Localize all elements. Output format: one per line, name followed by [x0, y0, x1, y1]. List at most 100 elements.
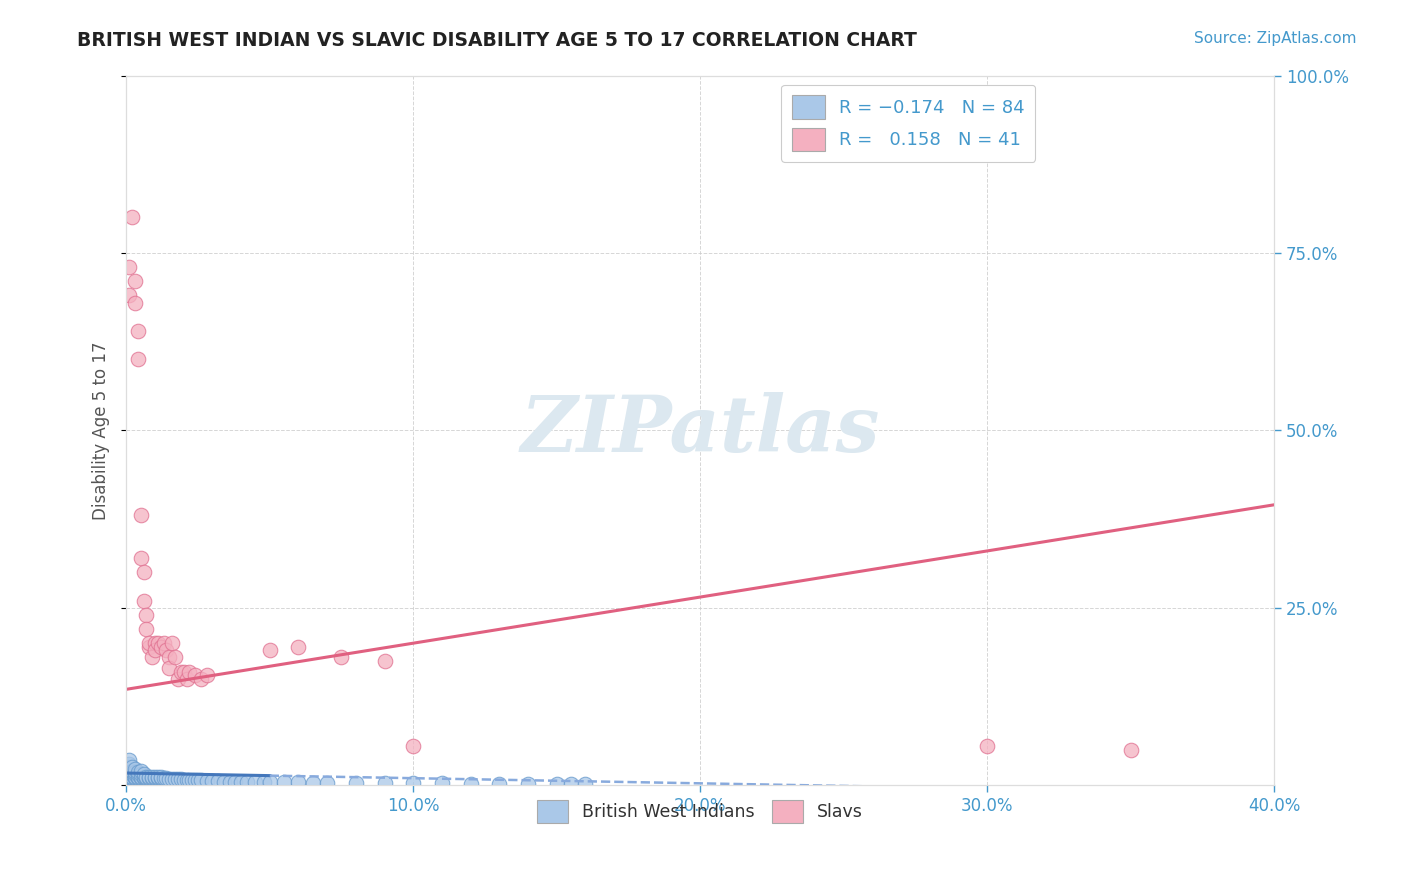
- Text: ZIPatlas: ZIPatlas: [520, 392, 880, 468]
- Point: [132, 770, 155, 784]
- Point: [402, 739, 425, 753]
- Point: [124, 274, 146, 288]
- Point: [124, 767, 146, 781]
- Point: [127, 765, 149, 780]
- Point: [149, 770, 172, 784]
- Point: [132, 593, 155, 607]
- Point: [127, 767, 149, 781]
- Point: [138, 770, 160, 784]
- Point: [149, 640, 172, 654]
- Point: [330, 650, 353, 665]
- Point: [160, 772, 183, 787]
- Point: [402, 776, 425, 790]
- Point: [118, 772, 141, 787]
- Point: [129, 767, 152, 781]
- Point: [157, 772, 180, 787]
- Point: [287, 640, 309, 654]
- Point: [184, 773, 207, 788]
- Point: [121, 764, 143, 778]
- Point: [124, 295, 146, 310]
- Point: [132, 771, 155, 785]
- Point: [132, 566, 155, 580]
- Point: [127, 324, 149, 338]
- Point: [118, 763, 141, 777]
- Point: [488, 777, 510, 791]
- Point: [316, 776, 339, 790]
- Point: [560, 777, 582, 791]
- Point: [157, 650, 180, 665]
- Point: [146, 636, 169, 650]
- Point: [135, 770, 157, 784]
- Point: [121, 772, 143, 787]
- Point: [118, 760, 141, 774]
- Point: [124, 763, 146, 777]
- Point: [118, 767, 141, 781]
- Point: [181, 773, 204, 788]
- Point: [124, 771, 146, 785]
- Point: [224, 774, 246, 789]
- Point: [135, 622, 157, 636]
- Point: [118, 756, 141, 771]
- Point: [141, 650, 163, 665]
- Legend: British West Indians, Slavs: British West Indians, Slavs: [530, 794, 870, 830]
- Point: [976, 739, 998, 753]
- Point: [149, 771, 172, 785]
- Point: [373, 776, 395, 790]
- Point: [127, 770, 149, 784]
- Point: [143, 643, 166, 657]
- Point: [167, 672, 190, 686]
- Point: [138, 771, 160, 785]
- Point: [155, 643, 177, 657]
- Point: [460, 777, 482, 791]
- Point: [176, 773, 198, 788]
- Point: [121, 760, 143, 774]
- Point: [344, 776, 367, 790]
- Point: [118, 764, 141, 778]
- Point: [135, 771, 157, 785]
- Point: [129, 770, 152, 784]
- Point: [146, 771, 169, 785]
- Point: [118, 753, 141, 767]
- Point: [245, 774, 267, 789]
- Point: [287, 775, 309, 789]
- Point: [121, 765, 143, 780]
- Point: [143, 770, 166, 784]
- Point: [170, 665, 193, 679]
- Point: [129, 508, 152, 523]
- Point: [129, 551, 152, 566]
- Point: [152, 636, 174, 650]
- Point: [195, 668, 218, 682]
- Point: [121, 767, 143, 781]
- Point: [190, 672, 212, 686]
- Point: [132, 767, 155, 781]
- Point: [253, 775, 276, 789]
- Point: [195, 773, 218, 788]
- Point: [179, 665, 201, 679]
- Point: [184, 668, 207, 682]
- Point: [201, 773, 224, 788]
- Point: [127, 771, 149, 785]
- Point: [259, 643, 281, 657]
- Point: [170, 772, 193, 787]
- Point: [138, 636, 160, 650]
- Point: [212, 774, 235, 789]
- Point: [207, 773, 229, 788]
- Point: [138, 640, 160, 654]
- Point: [176, 672, 198, 686]
- Point: [187, 773, 209, 788]
- Point: [127, 352, 149, 367]
- Point: [546, 777, 568, 791]
- Point: [121, 211, 143, 225]
- Text: Source: ZipAtlas.com: Source: ZipAtlas.com: [1194, 31, 1357, 46]
- Point: [165, 772, 187, 787]
- Point: [118, 288, 141, 302]
- Point: [373, 654, 395, 668]
- Point: [146, 770, 169, 784]
- Point: [301, 776, 323, 790]
- Point: [236, 774, 259, 789]
- Point: [141, 771, 163, 785]
- Point: [157, 661, 180, 675]
- Point: [118, 765, 141, 780]
- Point: [118, 260, 141, 274]
- Point: [121, 771, 143, 785]
